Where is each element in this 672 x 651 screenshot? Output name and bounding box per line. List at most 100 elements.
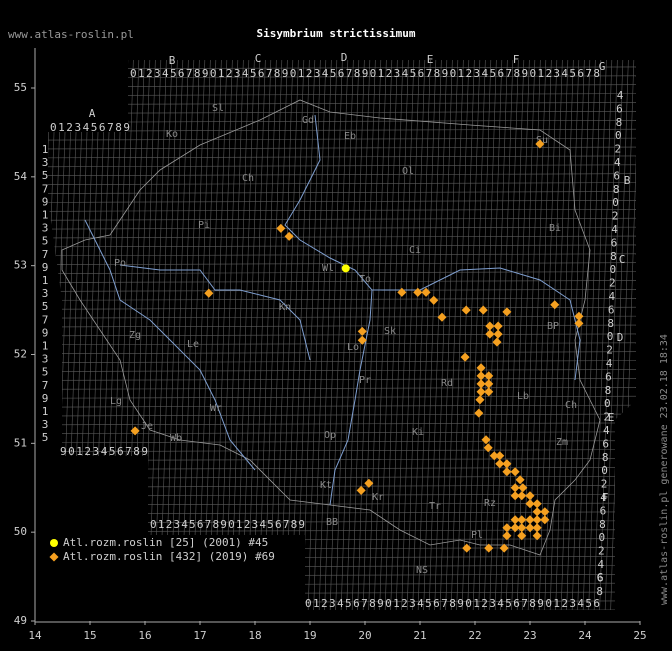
x-tick-label: 21 (413, 629, 426, 642)
record-point (532, 515, 542, 525)
grid-line (54, 60, 74, 610)
y-tick-label: 52 (14, 348, 27, 361)
record-point (276, 223, 286, 233)
grid-line (48, 66, 636, 70)
record-point (502, 459, 512, 469)
record-point (550, 300, 560, 310)
grid-digits: 0123456789 (50, 121, 130, 134)
record-point (364, 478, 374, 488)
grid-digit: 1 (42, 143, 49, 156)
record-point (492, 337, 502, 347)
grid-digit: 4 (617, 89, 624, 102)
record-point (532, 523, 542, 533)
grid-digit: 4 (600, 491, 607, 504)
grid-digit: 9 (42, 195, 49, 208)
grid-digit: 8 (599, 518, 606, 531)
region-label: Ol (402, 166, 414, 177)
vistula (284, 114, 373, 506)
grid-digit: 7 (42, 248, 49, 261)
record-point (474, 408, 484, 418)
grid-digit: 8 (605, 384, 612, 397)
grid-line (48, 351, 636, 355)
record-point (574, 318, 584, 328)
grid-line (48, 280, 636, 283)
grid-line (516, 60, 536, 610)
grid-letter: E (427, 53, 434, 66)
grid-line (560, 60, 580, 610)
grid-line (48, 342, 636, 346)
oder (84, 219, 256, 471)
grid-line (48, 209, 636, 212)
grid-line (48, 128, 636, 132)
grid-digit: 5 (42, 235, 49, 248)
grid-digit: 4 (597, 558, 604, 571)
grid-line (48, 609, 636, 610)
region-label: To (359, 274, 371, 285)
record-point (510, 515, 520, 525)
region-label: Pr (359, 375, 371, 386)
grid-line (48, 182, 636, 185)
legend-label: Atl.rozm.roslin [25] (2001) #45 (63, 536, 268, 549)
y-tick-label: 49 (14, 614, 27, 627)
grid-line (571, 60, 591, 610)
grid-digit: 2 (603, 411, 610, 424)
grid-letter: G (597, 571, 604, 584)
record-point (493, 321, 503, 331)
grid-digit: 6 (611, 236, 618, 249)
grid-line (48, 369, 636, 372)
geography (61, 99, 601, 556)
grid-line (48, 244, 636, 248)
grid-digit: 0 (610, 263, 617, 276)
grid-digit: 5 (42, 169, 49, 182)
record-point (476, 379, 486, 389)
grid-letter: B (169, 54, 176, 67)
record-point (510, 491, 520, 501)
region-label: Zm (556, 437, 568, 448)
record-point (532, 499, 542, 509)
region-label: Ko (166, 129, 178, 140)
record-point (356, 485, 366, 495)
grid-line (582, 60, 602, 610)
grid-digit: 4 (611, 223, 618, 236)
grid-line (142, 60, 162, 610)
record-point (481, 435, 491, 445)
grid-digit: 8 (610, 250, 617, 263)
region-label: Zg (129, 330, 141, 341)
grid-line (48, 520, 636, 524)
grid-digit: 9 (42, 326, 49, 339)
grid-line (48, 315, 636, 319)
grid-line (48, 493, 636, 497)
grid-line (48, 484, 636, 488)
grid-letter: D (341, 51, 348, 64)
record-point (510, 523, 520, 533)
grid-line (48, 413, 636, 417)
grid-line (549, 60, 569, 610)
grid-letter: E (608, 411, 615, 424)
grid-digit: 7 (42, 313, 49, 326)
region-label: Lg (110, 396, 122, 407)
grid-line (48, 333, 636, 337)
region-label: Le (187, 339, 199, 350)
grid-letter: A (89, 107, 96, 120)
region-label: Kr (372, 492, 384, 503)
x-tick-label: 23 (523, 629, 536, 642)
record-point (517, 531, 527, 541)
region-label: Lo (347, 342, 359, 353)
record-point (204, 288, 214, 298)
record-point (510, 483, 520, 493)
record-point (130, 426, 140, 436)
record-point (483, 443, 493, 453)
record-point (525, 491, 535, 501)
record-point (525, 499, 535, 509)
grid-line (93, 60, 112, 610)
grid-digit: 3 (42, 222, 49, 235)
region-label: Wr (210, 403, 222, 414)
region-label: Kn (279, 302, 291, 313)
region-label: Wl (322, 263, 334, 274)
grid-line (48, 360, 636, 363)
region-label: Sl (212, 103, 224, 114)
grid-letter: F (602, 491, 609, 504)
grid-digit: 0 (604, 397, 611, 410)
record-point (493, 329, 503, 339)
grid-digit: 1 (42, 274, 49, 287)
